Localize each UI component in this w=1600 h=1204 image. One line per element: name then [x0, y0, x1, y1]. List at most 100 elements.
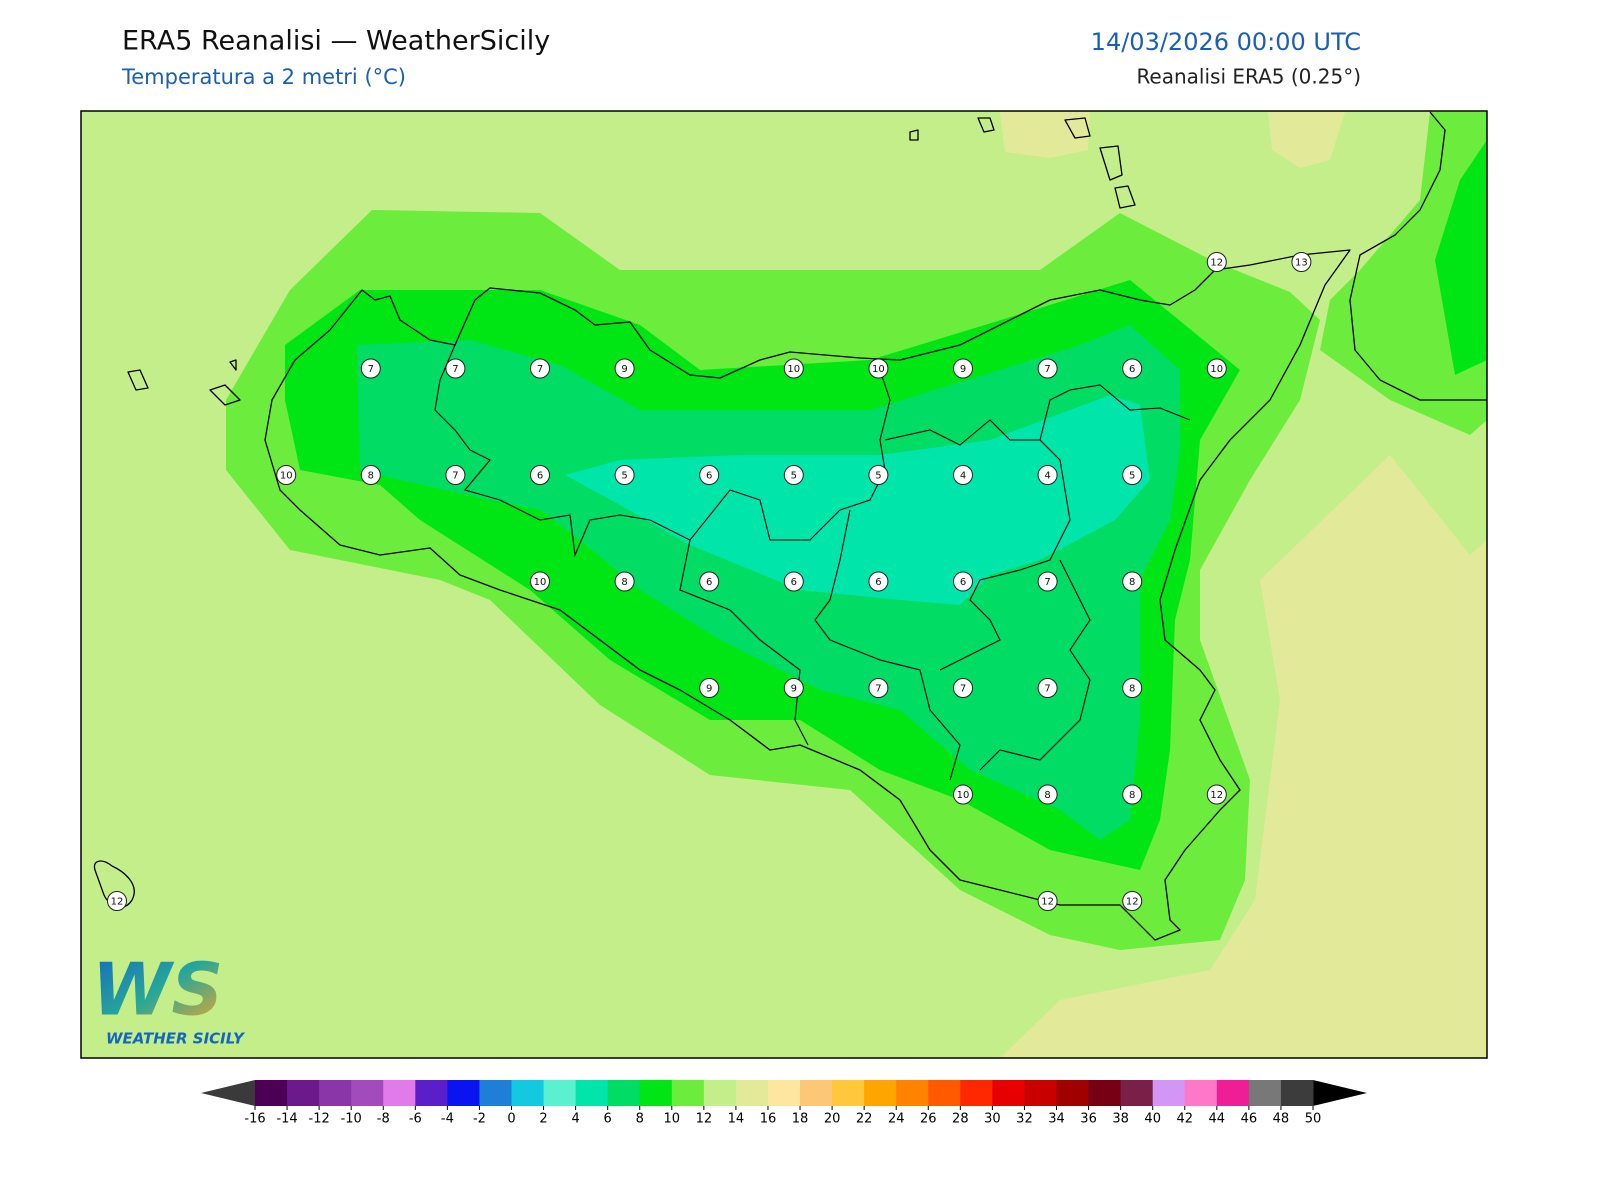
colorbar-bin	[992, 1080, 1025, 1106]
colorbar-tick-label: 18	[792, 1112, 809, 1127]
colorbar-over	[1313, 1080, 1367, 1106]
station-value: 8	[1044, 790, 1050, 801]
colorbar-tick-label: 46	[1241, 1112, 1258, 1127]
colorbar-tick-label: 20	[824, 1112, 841, 1127]
station-value: 10	[1210, 364, 1223, 375]
colorbar-bin	[447, 1080, 480, 1106]
colorbar-bin	[703, 1080, 737, 1106]
field-4-6	[565, 395, 1150, 605]
station-marker	[953, 358, 973, 379]
colorbar-tick-label: 14	[728, 1112, 745, 1127]
colorbar-bin	[671, 1080, 705, 1106]
colorbar-tick-label: -12	[309, 1112, 330, 1127]
station-marker	[1037, 571, 1058, 592]
colorbar-bin	[800, 1080, 833, 1106]
colorbar-bin	[960, 1080, 993, 1106]
colorbar-tick-label: 48	[1273, 1112, 1290, 1127]
field-14-16	[1000, 455, 1487, 1058]
station-value: 5	[791, 471, 797, 482]
station-value: 10	[957, 790, 970, 801]
station-marker	[445, 358, 466, 379]
colorbar-bin	[735, 1080, 769, 1106]
station-marker	[953, 465, 973, 485]
station-marker	[1206, 252, 1227, 272]
station-layer: 12 13 7 7 7 9 10 10 9 7 6 10 10 8 7 6 5 6 5 5 4 4 5 10 8 6 6 6 6 7 8 9 9…	[107, 252, 1312, 911]
station-marker	[868, 571, 889, 592]
station-marker	[868, 465, 889, 485]
colorbar-bin	[1088, 1080, 1122, 1106]
station-value: 6	[706, 471, 712, 482]
colorbar-bin	[383, 1080, 416, 1106]
station-marker	[360, 465, 381, 485]
colorbar-tick-label: 28	[952, 1112, 969, 1127]
station-marker	[1122, 784, 1143, 805]
colorbar-tick-label: 16	[760, 1112, 777, 1127]
station-marker	[1122, 678, 1143, 698]
map	[81, 111, 1487, 1058]
station-marker	[1122, 891, 1143, 911]
source: Reanalisi ERA5 (0.25°)	[1136, 65, 1361, 89]
title: ERA5 Reanalisi — WeatherSicily	[122, 26, 550, 57]
station-value: 7	[452, 364, 458, 375]
colorbar-tick-label: 6	[604, 1112, 612, 1127]
colorbar-bin	[864, 1080, 897, 1106]
colorbar-tick-label: 12	[696, 1112, 713, 1127]
colorbar-tick-label: 34	[1048, 1112, 1065, 1127]
subtitle: Temperatura a 2 metri (°C)	[121, 65, 406, 89]
station-marker	[107, 891, 127, 911]
station-value: 6	[537, 471, 543, 482]
station-marker	[868, 678, 889, 698]
station-value: 10	[534, 577, 547, 588]
station-value: 8	[1129, 684, 1135, 695]
station-value: 7	[1044, 684, 1050, 695]
colorbar-tick-label: 36	[1080, 1112, 1097, 1127]
station-value: 7	[368, 364, 374, 375]
station-marker	[953, 571, 973, 592]
colorbar-bin	[287, 1080, 320, 1106]
station-marker	[699, 678, 720, 698]
station-marker	[1206, 358, 1227, 379]
station-marker	[783, 358, 804, 379]
station-value: 8	[1129, 790, 1135, 801]
colorbar-bin	[1024, 1080, 1058, 1106]
station-value: 12	[1210, 790, 1223, 801]
station-value: 12	[1041, 897, 1054, 908]
station-value: 12	[111, 897, 124, 908]
logo: WS WEATHER SICILY	[92, 948, 246, 1048]
colorbar-bin	[767, 1080, 801, 1106]
station-marker	[530, 465, 550, 485]
colorbar-tick-label: -14	[276, 1112, 297, 1127]
station-value: 10	[280, 471, 293, 482]
field-14-16	[1268, 112, 1345, 168]
station-value: 13	[1295, 258, 1308, 269]
colorbar-tick-label: -16	[244, 1112, 265, 1127]
station-marker	[699, 571, 720, 592]
colorbar-tick-label: 8	[636, 1112, 644, 1127]
colorbar-tick-label: 42	[1176, 1112, 1193, 1127]
colorbar-bin	[928, 1080, 961, 1106]
colorbar-tick-label: 44	[1209, 1112, 1226, 1127]
colorbar-bin	[607, 1080, 641, 1106]
station-marker	[1122, 571, 1143, 592]
station-marker	[953, 784, 973, 805]
station-marker	[783, 678, 804, 698]
station-marker	[953, 678, 973, 698]
station-marker	[276, 465, 297, 485]
colorbar-bin	[1120, 1080, 1154, 1106]
colorbar-tick-label: 40	[1144, 1112, 1161, 1127]
station-value: 6	[791, 577, 797, 588]
station-value: 6	[1129, 364, 1135, 375]
colorbar-bin	[479, 1080, 512, 1106]
colorbar-tick-label: 32	[1016, 1112, 1033, 1127]
colorbar-bin	[896, 1080, 929, 1106]
colorbar-bin	[1216, 1080, 1250, 1106]
station-marker	[1206, 784, 1227, 805]
colorbar-bin	[1152, 1080, 1186, 1106]
datetime: 14/03/2026 00:00 UTC	[1091, 28, 1361, 56]
station-marker	[783, 465, 804, 485]
station-value: 12	[1210, 258, 1223, 269]
station-value: 5	[875, 471, 881, 482]
station-value: 7	[452, 471, 458, 482]
station-marker	[530, 358, 550, 379]
colorbar-bin	[255, 1080, 288, 1106]
